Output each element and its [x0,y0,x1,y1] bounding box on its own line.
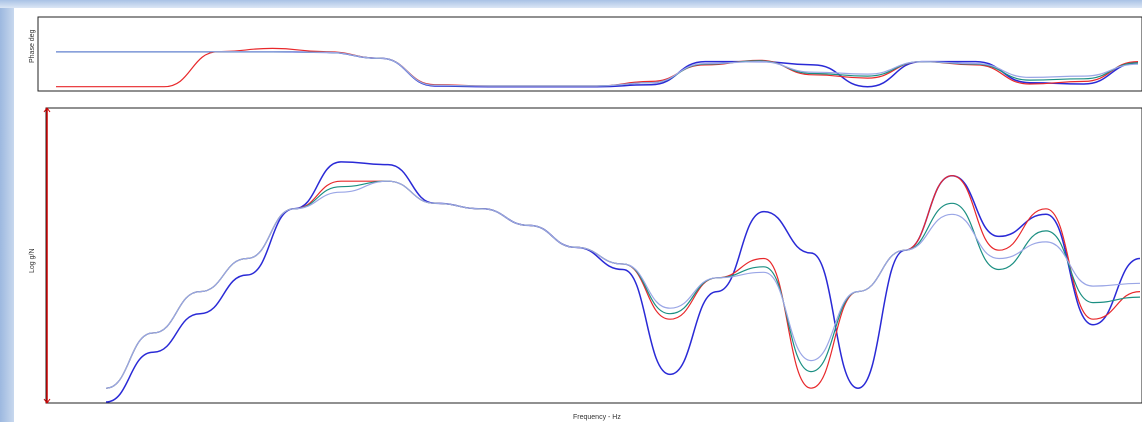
phase-axis-label: Phase deg [29,29,36,63]
y-axis-top-arrow-icon [43,107,51,113]
y-axis-bottom-arrow-icon [43,398,51,404]
frf-chart-svg: Phase deg Log g/N Frequency - Hz [29,16,1142,421]
magnitude-series-group [105,161,1141,403]
magnitude-panel: Log g/N [29,107,1142,404]
phase-series-3 [56,51,1139,87]
window-frame-top [0,0,1142,8]
magnitude-axis-label: Log g/N [29,248,36,273]
phase-series-group [56,47,1139,88]
frequency-axis-label: Frequency - Hz [573,414,621,421]
window-frame-left [0,0,14,422]
phase-panel: Phase deg [29,16,1142,92]
magnitude-series-0 [105,161,1141,403]
frf-plot-canvas: Phase deg Log g/N Frequency - Hz [14,8,1142,422]
magnitude-series-3 [105,180,1141,389]
